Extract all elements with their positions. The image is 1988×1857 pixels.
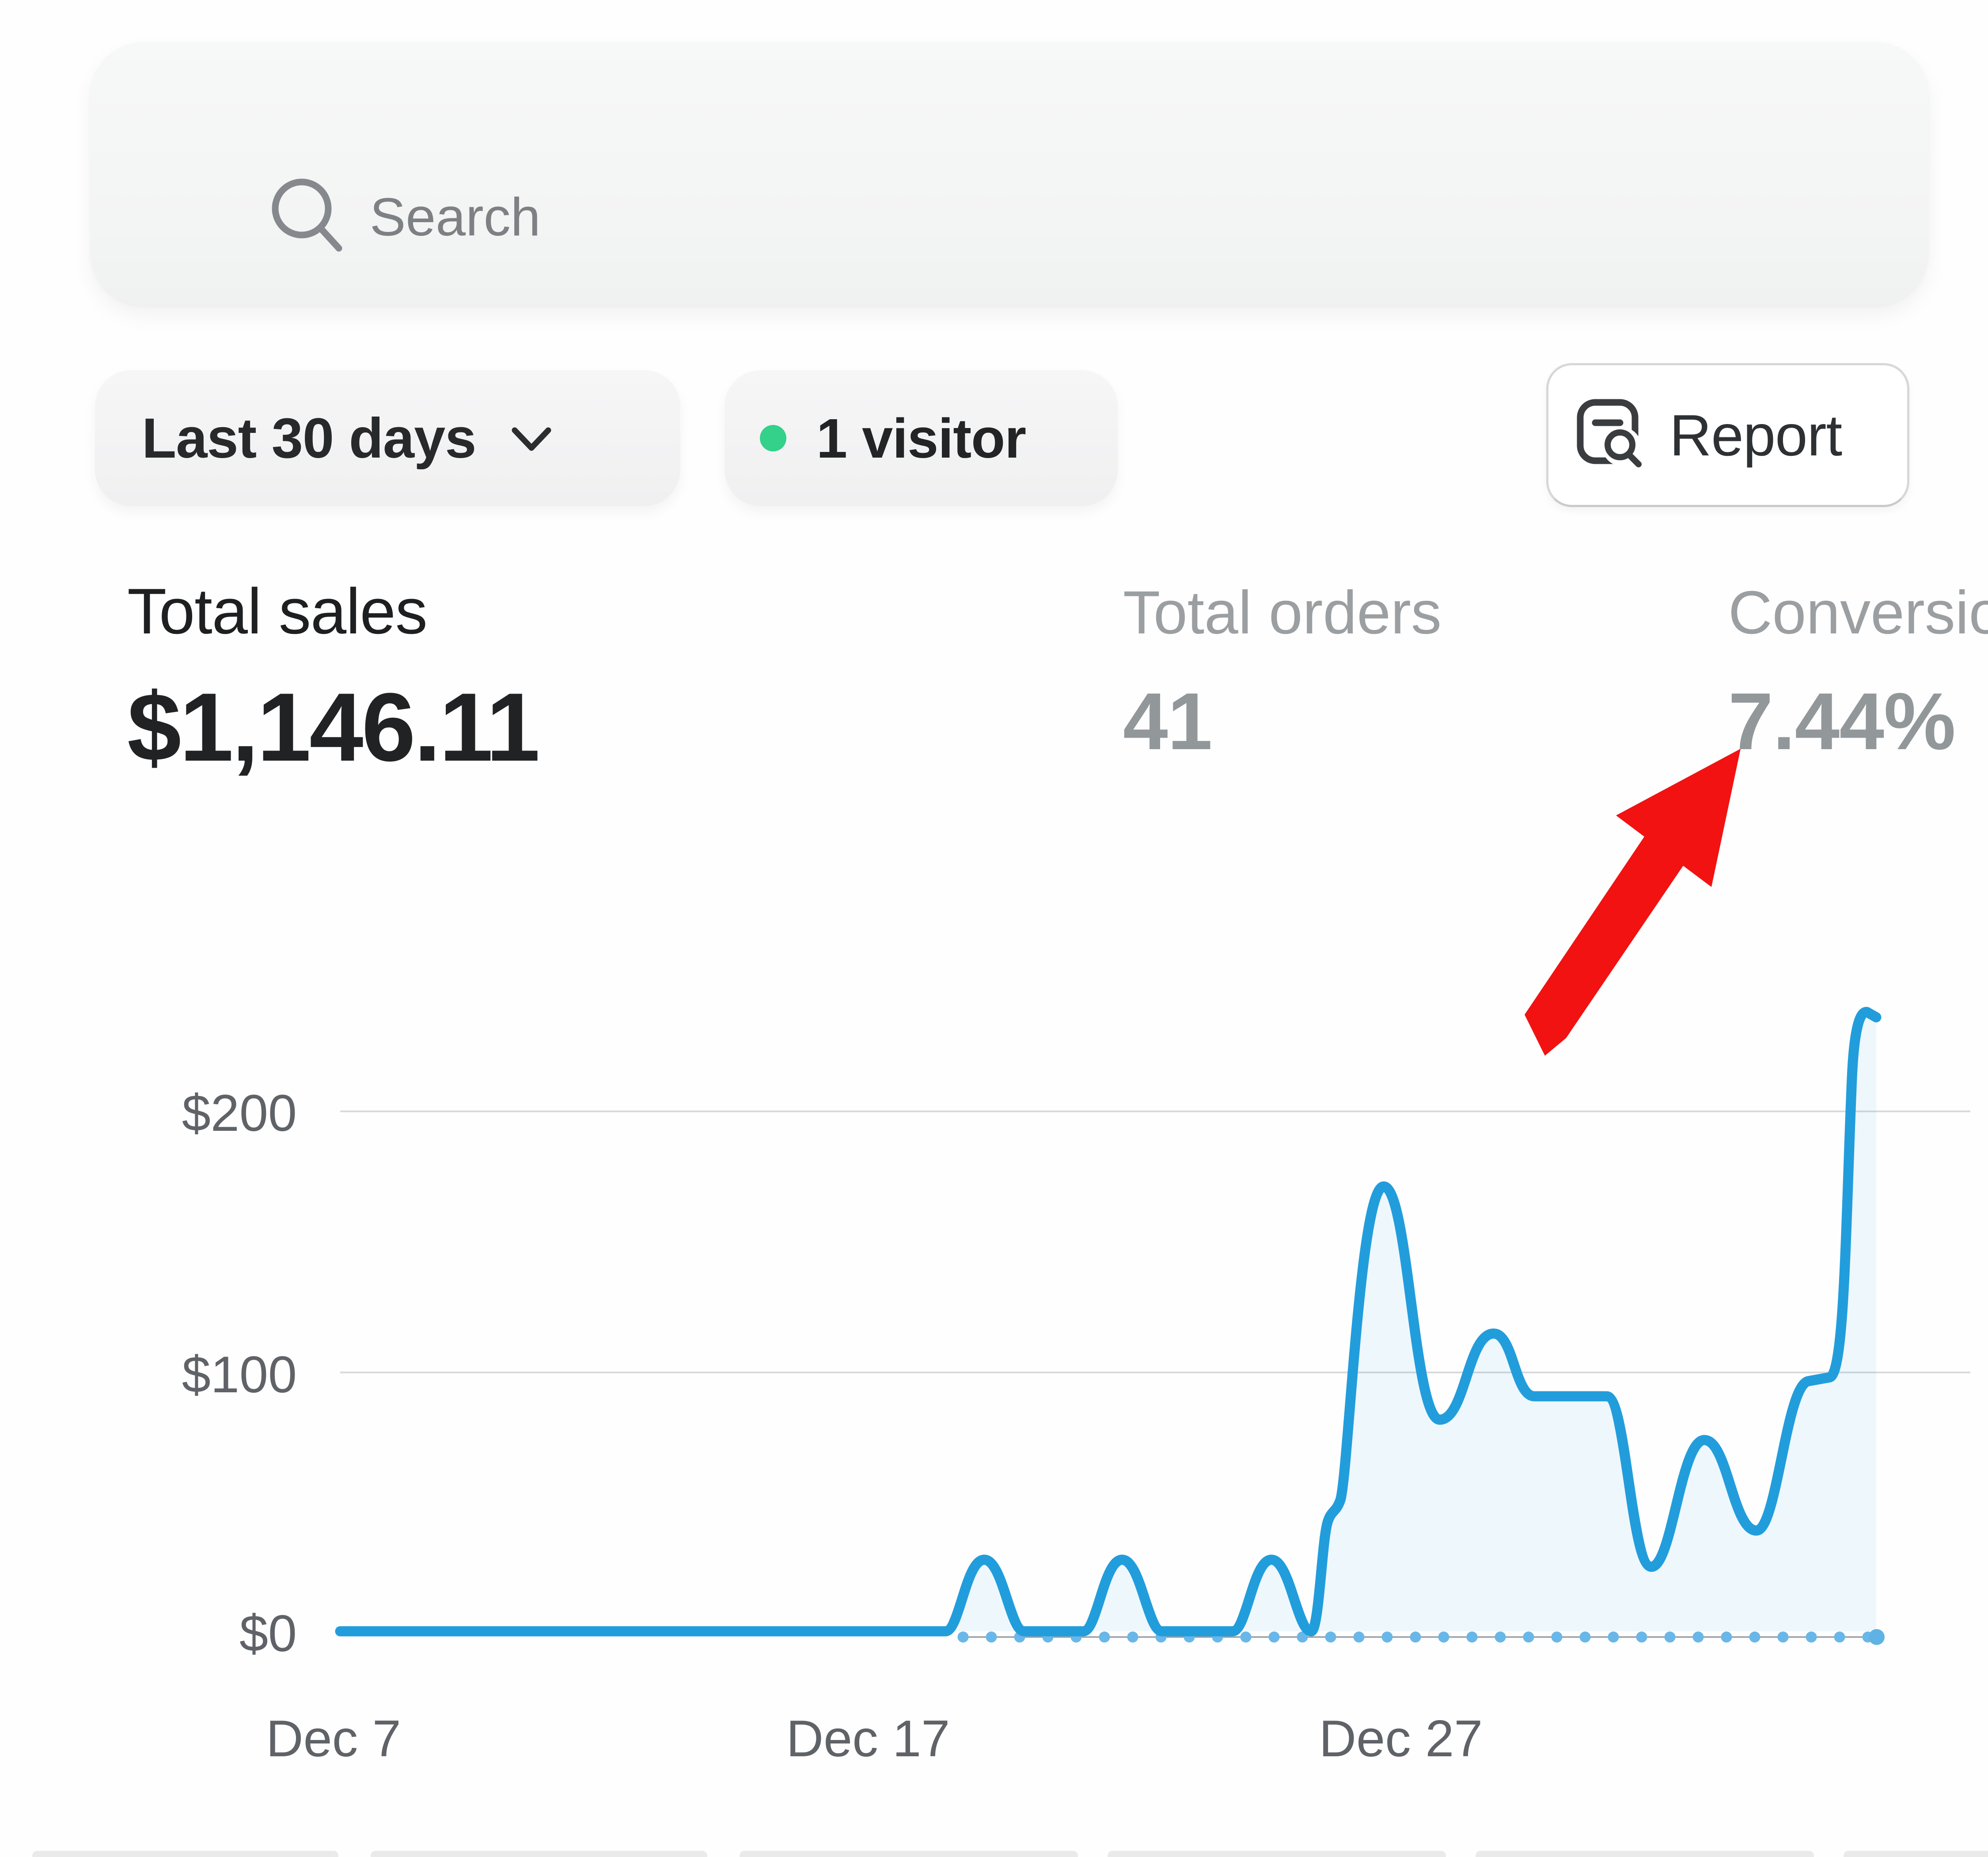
date-range-pill[interactable]: Last 30 days	[95, 370, 680, 506]
metric-total-orders[interactable]: Total orders 41	[1123, 578, 1609, 768]
search-input[interactable]	[369, 152, 1829, 281]
x-tick-dec7: Dec 7	[266, 1709, 401, 1767]
x-tick-dec17: Dec 17	[786, 1709, 950, 1767]
card-peek	[371, 1851, 707, 1857]
sales-line	[335, 1007, 1882, 1637]
chevron-down-icon	[512, 427, 551, 451]
live-visitor-dot-icon	[760, 425, 786, 451]
card-peek	[32, 1851, 338, 1857]
search-icon	[272, 178, 342, 252]
card-peek	[1476, 1851, 1814, 1857]
x-tick-dec27: Dec 27	[1319, 1709, 1483, 1767]
total-sales-label: Total sales	[127, 575, 428, 647]
total-sales-value: $1,146.11	[127, 673, 540, 781]
conversion-rate-value: 7.44%	[1728, 676, 1956, 766]
live-visitors-pill[interactable]: 1 visitor	[725, 370, 1118, 506]
conversion-rate-label: Conversion rate	[1728, 579, 1988, 647]
report-icon	[1577, 399, 1642, 467]
date-range-label: Last 30 days	[142, 406, 476, 470]
card-peek	[740, 1851, 1078, 1857]
sales-area-fill	[340, 1012, 1876, 1631]
comparison-last-dot	[1869, 1629, 1885, 1645]
metric-conversion-rate[interactable]: Conversion rate 7.44%	[1728, 578, 1988, 768]
report-button[interactable]: Report	[1546, 363, 1909, 507]
live-visitors-label: 1 visitor	[816, 407, 1026, 470]
y-tick-200: $200	[182, 1084, 297, 1142]
y-tick-100: $100	[182, 1345, 297, 1403]
total-orders-label: Total orders	[1123, 579, 1442, 647]
y-tick-0: $0	[239, 1604, 297, 1662]
card-peek	[1844, 1851, 1988, 1857]
search-bar[interactable]	[91, 42, 1928, 305]
metric-total-sales[interactable]: Total sales $1,146.11	[127, 574, 790, 783]
total-orders-value: 41	[1123, 676, 1213, 766]
red-arrow-up-right-icon	[1525, 749, 1741, 1056]
card-peek	[1108, 1851, 1446, 1857]
report-label: Report	[1669, 402, 1842, 468]
